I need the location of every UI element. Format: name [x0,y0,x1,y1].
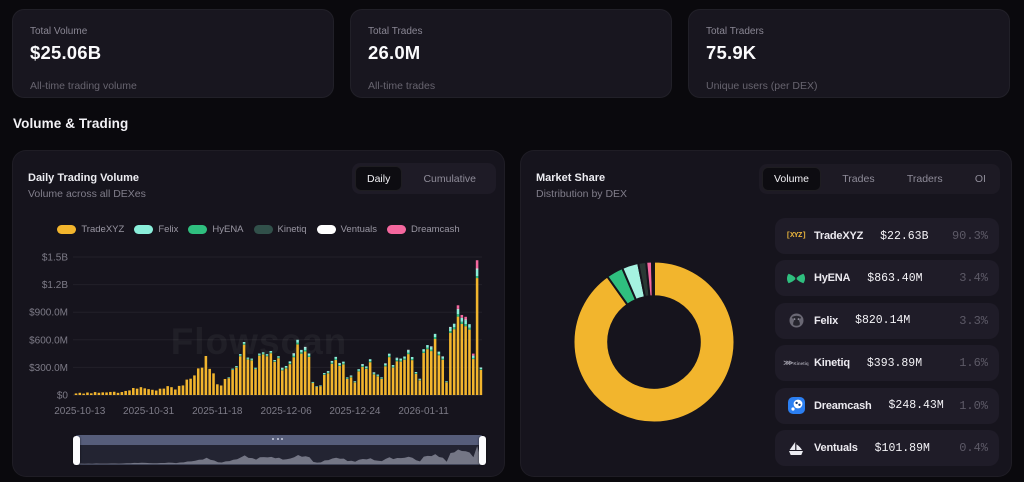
svg-text:2025-12-24: 2025-12-24 [329,406,381,417]
svg-text:2025-12-06: 2025-12-06 [261,406,313,417]
svg-text:$600.0M: $600.0M [29,335,68,346]
svg-text:2025-10-31: 2025-10-31 [123,406,175,417]
svg-text:2026-01-11: 2026-01-11 [398,406,449,417]
svg-text:2025-11-18: 2025-11-18 [192,406,243,417]
svg-text:2025-10-13: 2025-10-13 [54,406,106,417]
svg-text:$300.0M: $300.0M [29,363,68,374]
svg-text:$900.0M: $900.0M [29,308,68,319]
svg-text:$0: $0 [57,391,69,402]
svg-text:$1.5B: $1.5B [42,253,68,264]
svg-text:$1.2B: $1.2B [42,280,68,291]
